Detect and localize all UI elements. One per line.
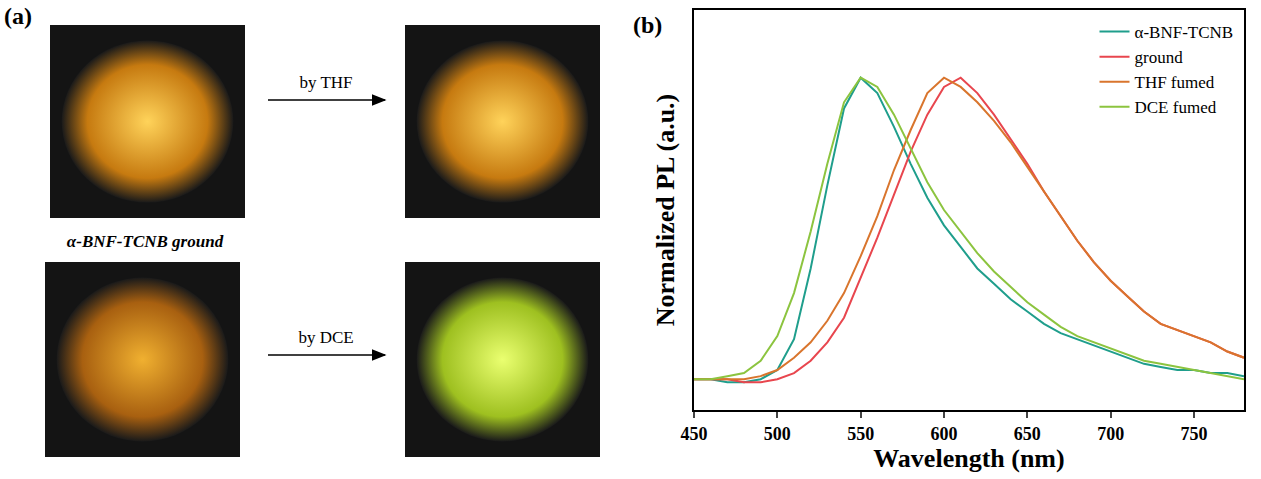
svg-text:Normalized PL (a.u.): Normalized PL (a.u.) — [651, 94, 680, 327]
svg-text:α-BNF-TCNB ground: α-BNF-TCNB ground — [67, 232, 224, 251]
svg-text:600: 600 — [931, 424, 958, 444]
svg-text:(a): (a) — [4, 3, 32, 29]
svg-text:(b): (b) — [633, 12, 662, 38]
svg-text:700: 700 — [1097, 424, 1124, 444]
svg-text:ground: ground — [1135, 48, 1184, 67]
svg-text:650: 650 — [1014, 424, 1041, 444]
svg-text:THF fumed: THF fumed — [1135, 73, 1215, 92]
svg-text:α-BNF-TCNB: α-BNF-TCNB — [1135, 23, 1234, 42]
svg-text:by THF: by THF — [299, 73, 352, 92]
svg-text:500: 500 — [764, 424, 791, 444]
svg-text:750: 750 — [1181, 424, 1208, 444]
svg-text:550: 550 — [847, 424, 874, 444]
svg-text:DCE fumed: DCE fumed — [1135, 98, 1217, 117]
svg-text:450: 450 — [681, 424, 708, 444]
svg-text:by DCE: by DCE — [298, 328, 353, 347]
svg-text:Wavelength (nm): Wavelength (nm) — [873, 444, 1064, 473]
